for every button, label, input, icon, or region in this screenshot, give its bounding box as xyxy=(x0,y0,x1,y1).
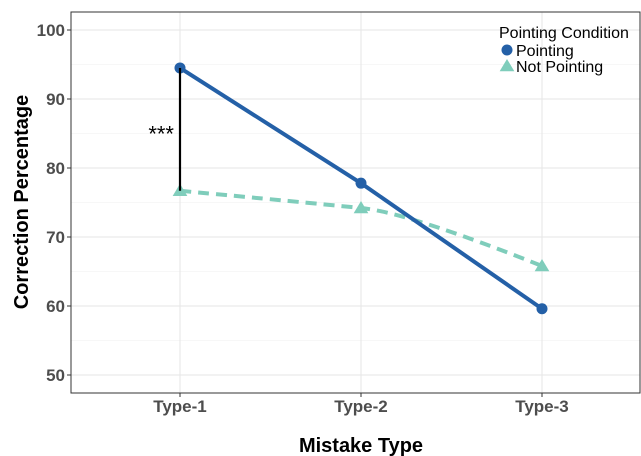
data-point-pointing xyxy=(355,177,367,189)
data-point-not-pointing xyxy=(534,258,550,272)
legend-key-pointing xyxy=(501,44,513,56)
y-tick-label: 100 xyxy=(37,21,65,40)
x-tick-label: Type-2 xyxy=(334,397,388,416)
y-tick-label: 60 xyxy=(46,297,65,316)
y-axis-ticks: 50 60 70 80 90 100 xyxy=(37,21,71,385)
legend-key-not-pointing xyxy=(499,59,515,72)
x-tick-label: Type-1 xyxy=(153,397,207,416)
plot-panel xyxy=(70,11,641,394)
data-point-not-pointing xyxy=(353,201,369,214)
x-axis-ticks: Type-1 Type-2 Type-3 xyxy=(153,393,569,416)
series-layer xyxy=(172,62,550,315)
legend-title: Pointing Condition xyxy=(499,25,629,42)
legend-label-pointing: Pointing xyxy=(516,43,574,60)
y-tick-label: 70 xyxy=(46,228,65,247)
legend-label-not-pointing: Not Pointing xyxy=(516,59,603,76)
x-tick-label: Type-3 xyxy=(515,397,569,416)
x-axis-label: Mistake Type xyxy=(299,435,423,456)
y-tick-label: 80 xyxy=(46,159,65,178)
significance-label: *** xyxy=(148,121,174,146)
significance-annotation: *** xyxy=(148,67,182,191)
y-tick-label: 50 xyxy=(46,366,65,385)
y-axis-label: Correction Percentage xyxy=(11,95,33,310)
data-point-pointing xyxy=(536,303,548,315)
y-tick-label: 90 xyxy=(46,90,65,109)
